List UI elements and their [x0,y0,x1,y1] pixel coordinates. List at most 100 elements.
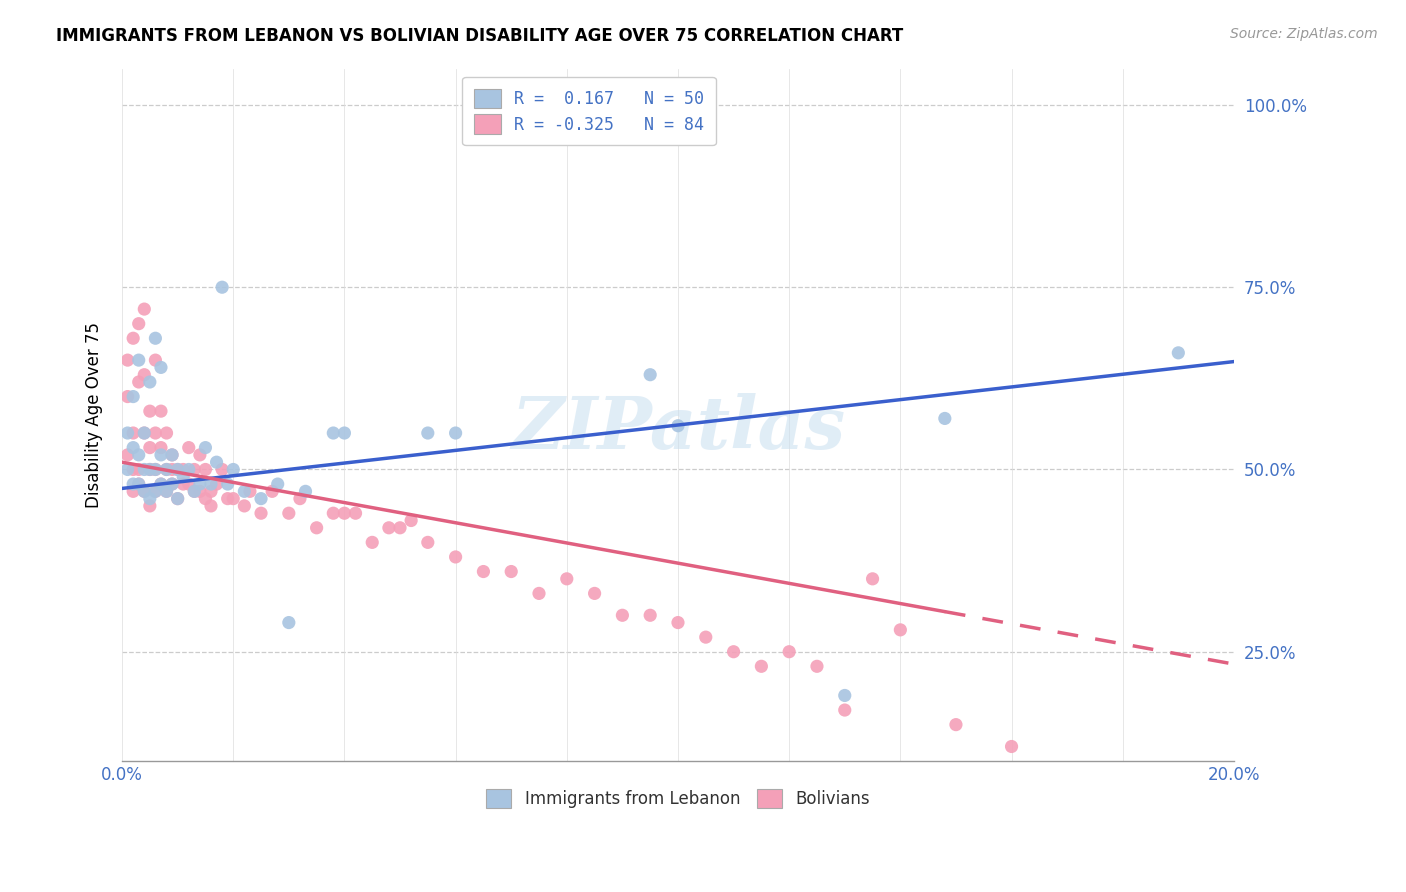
Point [149,441,172,455]
Point [277,506,299,520]
Point [139,462,162,476]
Point [139,491,162,506]
Point [122,477,145,491]
Point [139,499,162,513]
Point [117,425,139,440]
Point [139,462,162,476]
Point [155,484,177,499]
Point [166,462,188,476]
Point [444,425,467,440]
Point [172,462,194,476]
Point [638,368,661,382]
Point [666,615,689,630]
Point [200,477,222,491]
Point [177,441,200,455]
Point [333,506,356,520]
Point [128,448,150,462]
Y-axis label: Disability Age Over 75: Disability Age Over 75 [86,322,103,508]
Point [262,484,284,499]
Point [399,514,422,528]
Point [160,448,183,462]
Point [778,645,800,659]
Point [344,506,367,520]
Point [389,521,412,535]
Point [134,368,156,382]
Point [612,608,634,623]
Point [155,462,177,476]
Point [145,331,167,345]
Point [188,484,211,499]
Point [217,491,239,506]
Text: ZIPatlas: ZIPatlas [510,393,845,464]
Point [233,484,256,499]
Point [122,462,145,476]
Point [160,462,183,476]
Point [145,462,167,476]
Point [200,484,222,499]
Point [172,477,194,491]
Point [145,353,167,368]
Text: Source: ZipAtlas.com: Source: ZipAtlas.com [1230,27,1378,41]
Point [501,565,523,579]
Point [834,689,856,703]
Point [294,484,316,499]
Point [122,484,145,499]
Point [211,280,233,294]
Point [134,484,156,499]
Point [166,491,188,506]
Point [149,360,172,375]
Point [444,549,467,564]
Point [122,331,145,345]
Point [751,659,773,673]
Point [194,462,217,476]
Point [555,572,578,586]
Point [416,535,439,549]
Point [122,390,145,404]
Point [723,645,745,659]
Point [166,491,188,506]
Point [172,469,194,483]
Point [194,441,217,455]
Point [139,375,162,389]
Point [145,484,167,499]
Point [145,484,167,499]
Point [267,477,290,491]
Point [322,506,344,520]
Point [333,425,356,440]
Point [149,448,172,462]
Point [166,462,188,476]
Point [139,404,162,418]
Legend: Immigrants from Lebanon, Bolivians: Immigrants from Lebanon, Bolivians [479,782,876,815]
Point [222,491,245,506]
Point [183,484,205,499]
Point [305,521,328,535]
Point [666,418,689,433]
Point [806,659,828,673]
Point [205,477,228,491]
Text: IMMIGRANTS FROM LEBANON VS BOLIVIAN DISABILITY AGE OVER 75 CORRELATION CHART: IMMIGRANTS FROM LEBANON VS BOLIVIAN DISA… [56,27,904,45]
Point [239,484,262,499]
Point [117,448,139,462]
Point [177,462,200,476]
Point [155,425,177,440]
Point [128,477,150,491]
Point [149,477,172,491]
Point [1167,346,1189,360]
Point [139,441,162,455]
Point [145,462,167,476]
Point [222,462,245,476]
Point [211,462,233,476]
Point [217,477,239,491]
Point [128,477,150,491]
Point [945,717,967,731]
Point [1000,739,1022,754]
Point [145,425,167,440]
Point [183,484,205,499]
Point [183,462,205,476]
Point [188,477,211,491]
Point [160,448,183,462]
Point [583,586,606,600]
Point [177,477,200,491]
Point [149,477,172,491]
Point [862,572,884,586]
